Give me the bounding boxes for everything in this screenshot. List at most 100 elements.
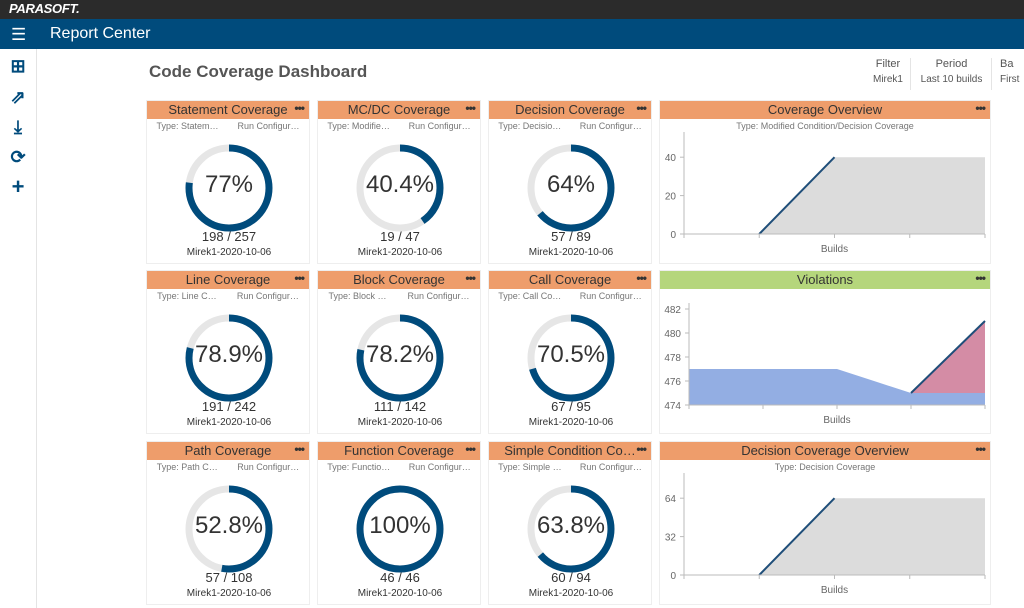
card-header: Call Coverage ••• [489,271,651,289]
y-tick-label: 482 [664,305,681,316]
card-type: Type: Decisio… [498,121,562,131]
gauge [356,314,444,402]
gauge-fill [356,144,444,232]
more-options-icon[interactable]: ••• [975,271,986,285]
gauge [185,314,273,402]
gauge-fill [527,485,615,573]
period-selector[interactable]: Period Last 10 builds [912,58,992,90]
build-date: Mirek1-2020-10-06 [186,417,272,428]
gauge-fill [356,485,444,573]
card-title: Block Coverage [353,272,445,287]
baseline-label: Ba [1000,58,1014,70]
gauge-card: Simple Condition Co… ••• Type: Simple … Ru… [488,441,652,605]
add-icon[interactable]: + [11,174,25,199]
y-tick-label: 480 [664,329,681,340]
more-options-icon[interactable]: ••• [294,101,305,115]
gauge-card: Call Coverage ••• Type: Call Co… Run Confi… [488,270,652,434]
coverage-percent: 70.5% [536,341,606,368]
more-options-icon[interactable]: ••• [294,271,305,285]
card-title: Simple Condition Co… [504,443,636,458]
x-axis-label: Builds [823,415,850,426]
chart-card: Decision Coverage Overview ••• Type: Deci… [659,441,991,605]
card-header: Block Coverage ••• [318,271,480,289]
more-options-icon[interactable]: ••• [636,101,647,115]
build-date: Mirek1-2020-10-06 [357,247,443,258]
card-header: Simple Condition Co… ••• [489,442,651,460]
refresh-icon[interactable]: ⟳ [10,147,26,167]
coverage-count: 19 / 47 [380,229,420,244]
chart-title: Violations [796,272,854,287]
area-chart: 0 20 40 Builds [665,132,986,255]
app-title: Report Center [50,25,151,42]
coverage-count: 57 / 108 [205,570,253,585]
series-line [758,156,836,235]
y-tick-label: 476 [664,377,681,388]
baseline-value: First [1000,74,1020,85]
card-header: Decision Coverage ••• [489,101,651,119]
more-options-icon[interactable]: ••• [636,271,647,285]
chart-card: Coverage Overview ••• Type: Modified Cond… [659,100,991,264]
y-tick-label: 40 [665,153,677,164]
more-options-icon[interactable]: ••• [465,442,476,456]
series-area [689,369,985,405]
gauge-card: Line Coverage ••• Type: Line C… Run Config… [146,270,310,434]
share-icon[interactable]: ⇗ [10,87,26,107]
card-header: Function Coverage ••• [318,442,480,460]
card-run-config: Run Configur… [236,291,299,301]
filter-selector[interactable]: Filter Mirek1 [866,58,911,90]
build-date: Mirek1-2020-10-06 [528,247,614,258]
card-title: Statement Coverage [168,102,288,117]
more-options-icon[interactable]: ••• [975,101,986,115]
gauge [356,485,444,573]
card-title: Function Coverage [344,443,454,458]
card-header: Path Coverage ••• [147,442,309,460]
gauge [185,144,273,232]
card-title: Decision Coverage [515,102,625,117]
nav-bar: ☰ Report Center [0,19,1024,49]
add-widget-icon[interactable]: ⊞ [10,56,26,76]
more-options-icon[interactable]: ••• [975,442,986,456]
baseline-selector[interactable]: Ba First [1000,58,1024,90]
card-type: Type: Modifie… [327,121,390,131]
more-options-icon[interactable]: ••• [294,442,305,456]
coverage-percent: 100% [369,512,431,539]
card-type: Type: Line C… [157,291,217,301]
area-chart: 474 476 478 480 482 Builds [664,303,986,426]
coverage-count: 111 / 142 [373,399,427,414]
more-options-icon[interactable]: ••• [465,271,476,285]
build-date: Mirek1-2020-10-06 [186,247,272,258]
y-tick-label: 474 [664,401,681,412]
card-run-config: Run Configur… [407,291,470,301]
x-axis-label: Builds [821,244,848,255]
coverage-percent: 63.8% [536,512,606,539]
gauge-fill [185,485,273,573]
gauge-fill [527,144,615,232]
filter-value: Mirek1 [872,74,903,85]
more-options-icon[interactable]: ••• [636,442,647,456]
hamburger-icon[interactable]: ☰ [11,25,27,44]
download-icon[interactable]: ⤓ [14,117,22,137]
gauge [527,144,615,232]
gauge [527,485,615,573]
gauge [527,314,615,402]
series-line [910,320,986,394]
gauge-fill [185,144,273,232]
card-run-config: Run Configur… [237,121,300,131]
card-header: Coverage Overview ••• [660,101,990,119]
coverage-percent: 78.2% [365,341,435,368]
gauge-card: Path Coverage ••• Type: Path C… Run Config… [146,441,310,605]
card-run-config: Run Configur… [579,291,642,301]
coverage-count: 198 / 257 [201,229,257,244]
card-type: Type: Simple … [498,462,562,472]
parasoft-logo: PARASOFT. [9,1,80,16]
y-tick-label: 32 [665,533,677,544]
chart-title: Decision Coverage Overview [741,443,909,458]
card-type: Type: Block … [328,291,387,301]
top-bar: PARASOFT. [0,0,1024,19]
more-options-icon[interactable]: ••• [465,101,476,115]
coverage-percent: 40.4% [365,171,435,198]
coverage-percent: 78.9% [194,341,264,368]
card-header: Violations ••• [660,271,990,289]
page-title: Code Coverage Dashboard [149,62,368,81]
gauge [356,144,444,232]
